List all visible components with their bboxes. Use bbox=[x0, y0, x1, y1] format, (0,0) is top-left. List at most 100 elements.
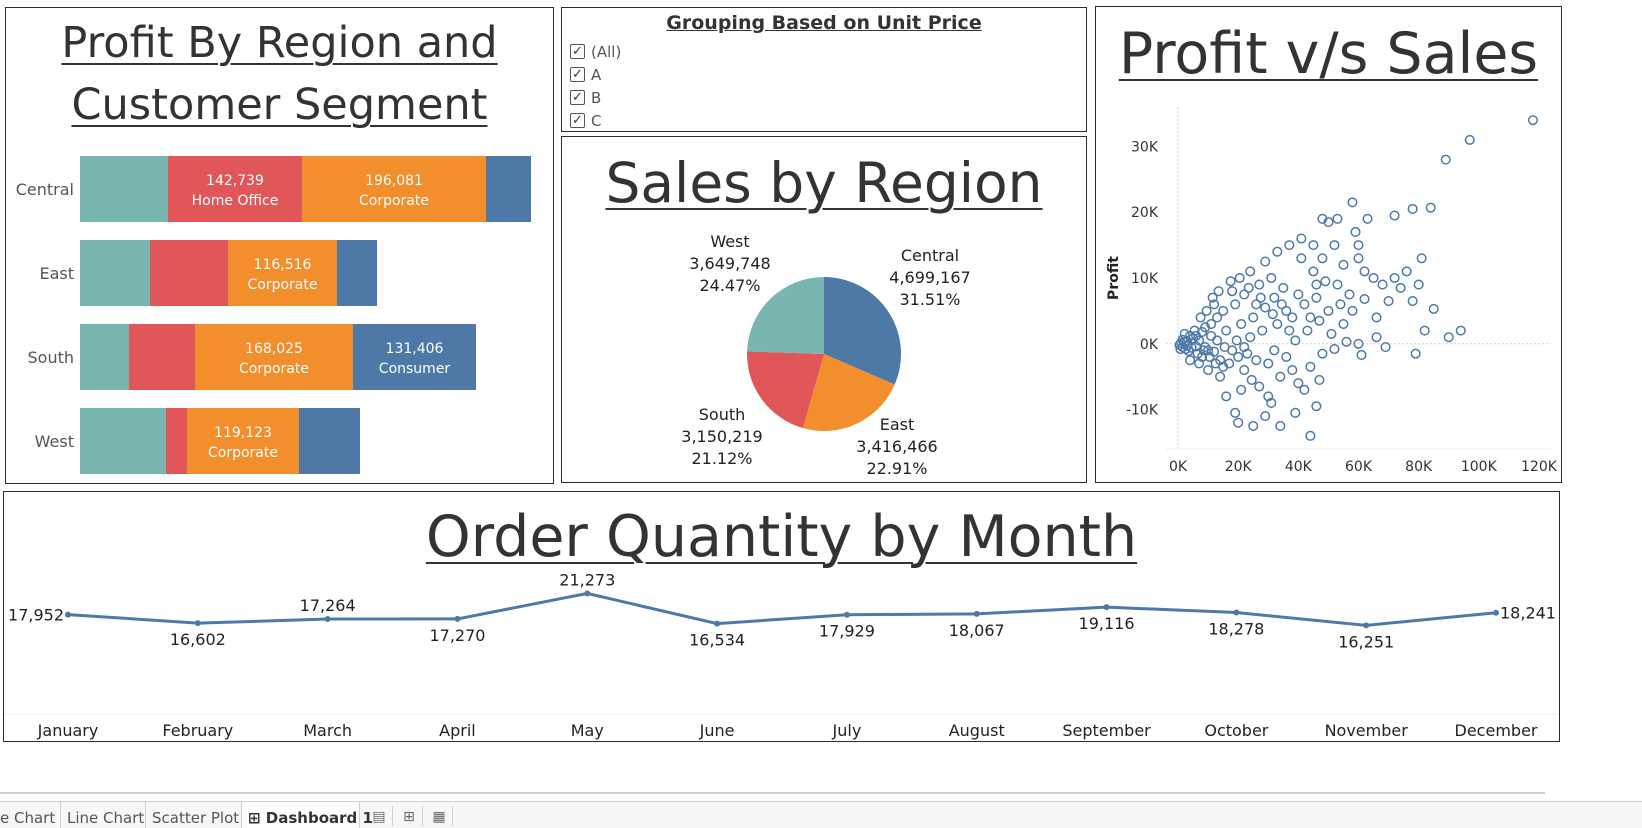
month-tick-label: April bbox=[439, 721, 476, 740]
scatter-point bbox=[1413, 279, 1424, 290]
pie-slice bbox=[747, 277, 824, 354]
line-point bbox=[454, 615, 461, 622]
new-worksheet-icon[interactable]: ▤ bbox=[366, 806, 393, 826]
scatter-point bbox=[1236, 318, 1247, 330]
scatter-point bbox=[1245, 332, 1256, 343]
new-story-icon[interactable]: ▦ bbox=[426, 806, 453, 826]
scatter-point bbox=[1296, 233, 1307, 244]
pie-slice-value-label: 3,150,219 bbox=[681, 427, 762, 446]
sheet-tab[interactable]: Scatter Plot bbox=[146, 802, 242, 828]
line-data-label: 18,067 bbox=[949, 621, 1005, 640]
scatter-point bbox=[1323, 305, 1334, 316]
bar-data-label-line: Corporate bbox=[359, 193, 429, 209]
scatter-point bbox=[1201, 305, 1212, 316]
y-tick-label: 30K bbox=[1131, 139, 1159, 155]
pie-slice bbox=[802, 354, 895, 431]
unit-price-filter-panel: Grouping Based on Unit Price ✓ (All) ✓ A ✓ B ✓… bbox=[561, 7, 1087, 132]
y-tick-label: -10K bbox=[1126, 403, 1159, 419]
new-dashboard-icon[interactable]: ⊞ bbox=[396, 806, 423, 826]
scatter-point bbox=[1314, 315, 1325, 326]
scatter-point bbox=[1380, 342, 1391, 353]
order-qty-panel: Order Quantity by Month 17,952 January 16,… bbox=[3, 491, 1560, 742]
scatter-point bbox=[1275, 371, 1286, 382]
scatter-point bbox=[1230, 407, 1241, 418]
scatter-point bbox=[1311, 292, 1322, 303]
bar-data-label: 142,739 Home Office bbox=[192, 173, 279, 209]
scatter-point bbox=[1225, 276, 1236, 287]
bar-category-label: Central bbox=[16, 180, 74, 199]
y-tick-label: 20K bbox=[1131, 205, 1159, 221]
scatter-point bbox=[1407, 203, 1418, 214]
scatter-point bbox=[1305, 312, 1316, 323]
filter-option-label: A bbox=[591, 65, 602, 84]
pie-slice-percent-label: 21.12% bbox=[691, 449, 752, 468]
sheet-tab[interactable]: Line Chart bbox=[61, 802, 146, 828]
scatter-point bbox=[1293, 378, 1304, 389]
filter-option[interactable]: ✓ A bbox=[570, 63, 621, 86]
scatter-point bbox=[1371, 332, 1382, 343]
bar-segment bbox=[228, 240, 337, 306]
line-point bbox=[1363, 622, 1370, 629]
filter-option[interactable]: ✓ C bbox=[570, 109, 621, 131]
bar-segment bbox=[80, 324, 129, 390]
bar-segment bbox=[129, 324, 195, 390]
sheet-tab[interactable]: e Chart bbox=[0, 802, 61, 828]
y-axis-label: Profit bbox=[1106, 256, 1122, 300]
checkbox-checked-icon[interactable]: ✓ bbox=[570, 44, 585, 59]
filter-option[interactable]: ✓ (All) bbox=[570, 40, 621, 63]
bar-data-label-line: 119,123 bbox=[214, 425, 272, 441]
sheet-tab[interactable]: ⊞ Dashboard 1 bbox=[242, 802, 373, 828]
scatter-point bbox=[1287, 365, 1298, 376]
scatter-point bbox=[1347, 305, 1358, 316]
scatter-point bbox=[1257, 325, 1268, 336]
scatter-point bbox=[1389, 272, 1400, 284]
bar-segment bbox=[150, 240, 228, 306]
scatter-point bbox=[1191, 341, 1202, 352]
scatter-point bbox=[1185, 330, 1196, 341]
bar-segment bbox=[187, 408, 299, 474]
filter-option[interactable]: ✓ B bbox=[570, 86, 621, 109]
bar-segment bbox=[80, 156, 168, 222]
scatter-point bbox=[1359, 266, 1370, 277]
bar-data-label-line: 142,739 bbox=[206, 173, 264, 189]
scatter-point bbox=[1266, 397, 1277, 409]
scatter-point bbox=[1293, 289, 1304, 300]
bar-data-label-line: 168,025 bbox=[245, 341, 303, 357]
profit-region-title-line2: Customer Segment bbox=[71, 80, 488, 130]
scatter-point bbox=[1302, 325, 1313, 336]
bar-data-label: 196,081 Corporate bbox=[359, 173, 429, 209]
checkbox-checked-icon[interactable]: ✓ bbox=[570, 90, 585, 105]
bar-data-label: 131,406 Consumer bbox=[379, 341, 451, 377]
month-tick-label: July bbox=[832, 721, 862, 740]
scatter-point bbox=[1233, 351, 1244, 362]
scatter-point bbox=[1338, 259, 1349, 270]
scatter-point bbox=[1353, 240, 1364, 251]
scatter-point bbox=[1218, 305, 1229, 316]
sales-region-title: Sales by Region bbox=[605, 151, 1043, 215]
scatter-point bbox=[1341, 336, 1352, 347]
scatter-point bbox=[1251, 355, 1262, 366]
sheet-tab-bar: e Chart Line Chart Scatter Plot ⊞ Dashboard… bbox=[0, 801, 1642, 828]
scatter-point bbox=[1272, 246, 1283, 257]
filter-option-label: B bbox=[591, 88, 602, 107]
bar-segment bbox=[353, 324, 476, 390]
scatter-point bbox=[1290, 407, 1301, 418]
scatter-point bbox=[1332, 279, 1343, 290]
bar-data-label-line: 131,406 bbox=[386, 341, 444, 357]
profit-sales-panel: Profit v/s Sales 30K 20K 10K 0K -10K 0K 20K 40K… bbox=[1095, 6, 1562, 483]
scatter-point bbox=[1401, 266, 1412, 277]
scatter-point bbox=[1212, 335, 1223, 346]
scatter-point bbox=[1185, 355, 1196, 366]
scatter-point bbox=[1269, 345, 1280, 356]
profit-region-title-line1: Profit By Region and bbox=[61, 18, 498, 68]
checkbox-checked-icon[interactable]: ✓ bbox=[570, 67, 585, 82]
bar-segment bbox=[486, 156, 531, 222]
scatter-point bbox=[1389, 210, 1400, 221]
scatter-point bbox=[1213, 286, 1224, 297]
scatter-point bbox=[1464, 134, 1475, 145]
scatter-point bbox=[1326, 328, 1337, 339]
checkbox-checked-icon[interactable]: ✓ bbox=[570, 113, 585, 128]
scatter-point bbox=[1248, 420, 1259, 432]
scatter-point bbox=[1281, 351, 1292, 362]
bar-category-label: West bbox=[35, 432, 74, 451]
